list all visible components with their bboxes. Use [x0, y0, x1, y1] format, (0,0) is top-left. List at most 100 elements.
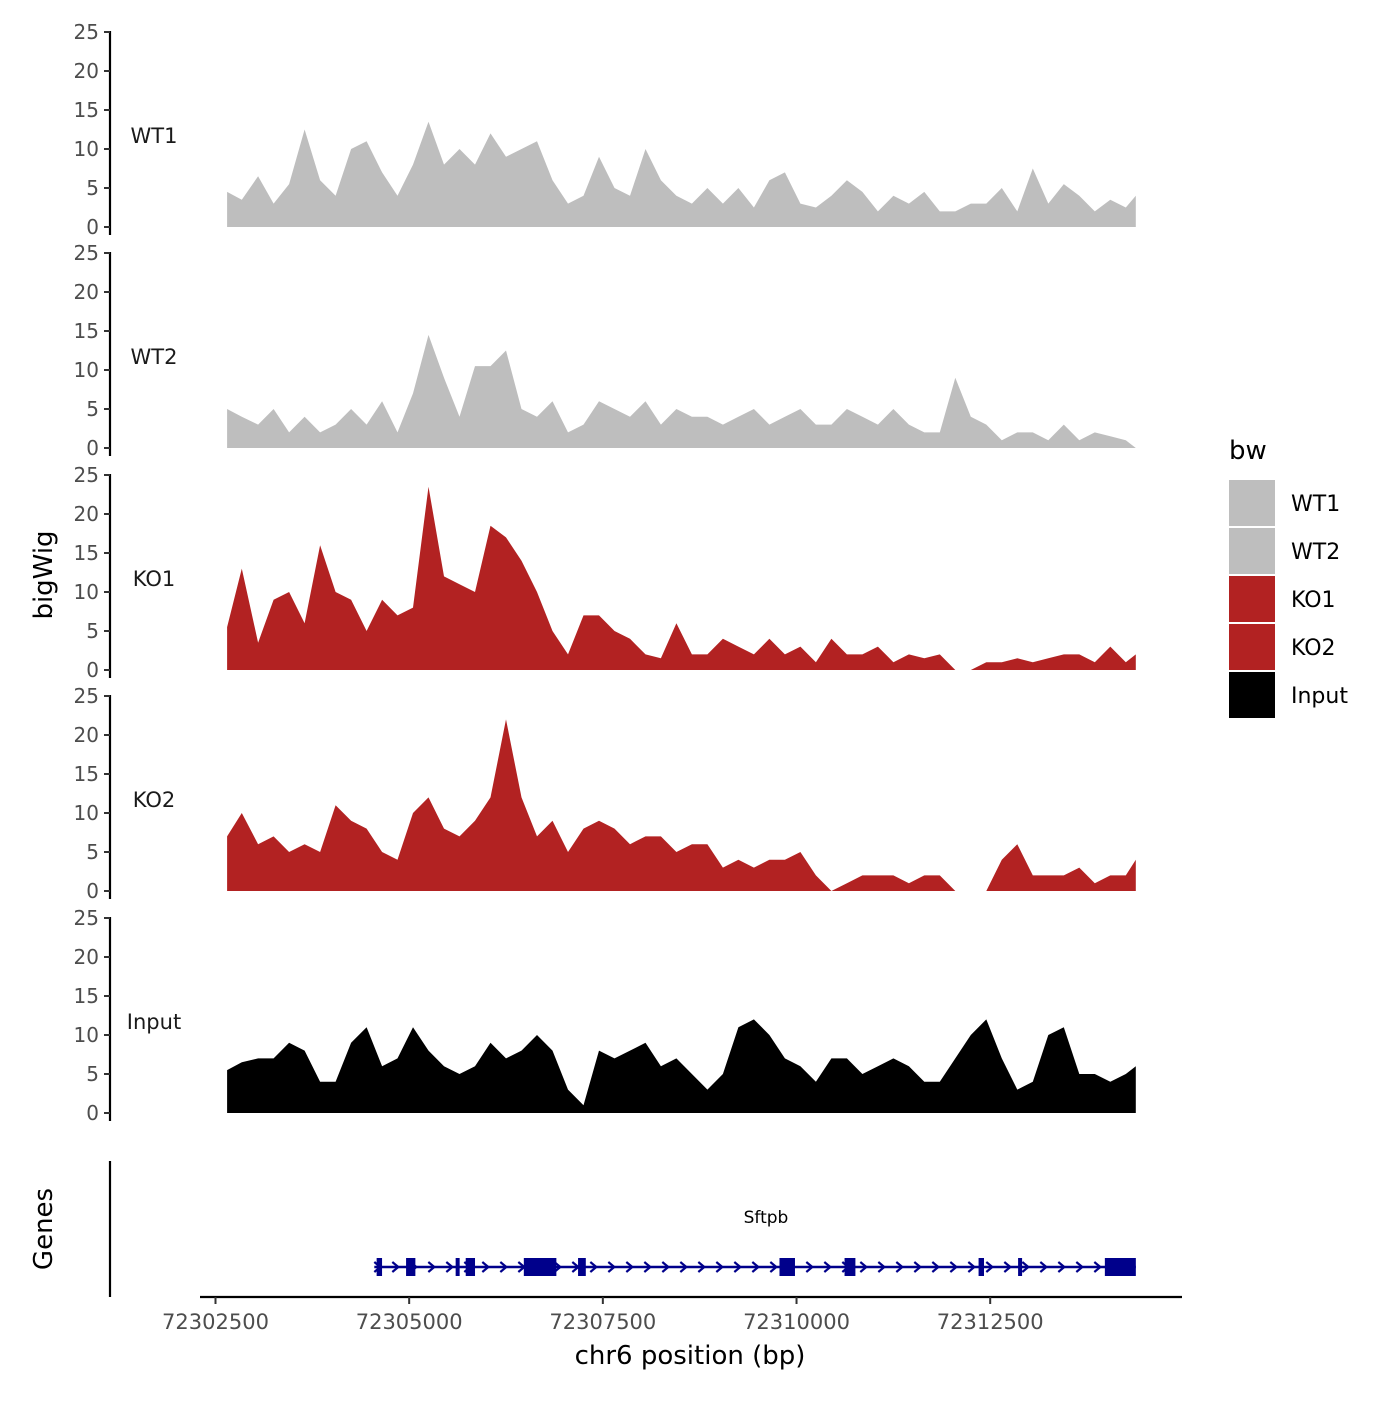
strand-arrow: [481, 1261, 491, 1273]
strand-arrow: [679, 1261, 689, 1273]
y-tick-label: 20: [74, 59, 99, 83]
y-tick-label: 0: [86, 658, 99, 682]
area-wt2: [227, 334, 1136, 448]
strand-arrow: [643, 1261, 653, 1273]
legend-swatch-wt1: [1229, 480, 1275, 526]
y-axis-title: bigWig: [29, 530, 59, 619]
legend-swatch-ko2: [1229, 624, 1275, 670]
y-tick-label: 10: [74, 801, 99, 825]
strand-arrow: [625, 1261, 635, 1273]
strand-arrow: [985, 1261, 995, 1273]
y-tick-label: 20: [74, 945, 99, 969]
y-tick-label: 20: [74, 280, 99, 304]
strand-arrow: [913, 1261, 923, 1273]
y-tick-label: 15: [74, 984, 99, 1008]
legend-label-ko2: KO2: [1291, 636, 1336, 661]
legend-label-wt2: WT2: [1291, 540, 1340, 565]
y-tick-label: 10: [74, 358, 99, 382]
track-ko2: 0 5 10 15 20 25 KO2: [74, 684, 1136, 903]
gene-exon: [455, 1258, 460, 1276]
x-axis-title: chr6 position (bp): [575, 1341, 806, 1371]
strand-arrow: [499, 1261, 509, 1273]
strand-arrow: [1039, 1261, 1049, 1273]
gene-exon: [1018, 1258, 1023, 1276]
strand-arrow: [697, 1261, 707, 1273]
track-label-ko1: KO1: [133, 567, 176, 591]
strand-arrow: [715, 1261, 725, 1273]
strand-arrow: [589, 1261, 599, 1273]
area-wt1: [227, 121, 1136, 227]
strand-arrow: [427, 1261, 437, 1273]
track-label-wt1: WT1: [131, 124, 178, 148]
strand-arrow: [607, 1261, 617, 1273]
x-tick-label: 72310000: [743, 1310, 850, 1334]
strand-arrow: [823, 1261, 833, 1273]
strand-arrow: [1057, 1261, 1067, 1273]
gene-exon: [1104, 1258, 1136, 1276]
gene-exon: [406, 1258, 416, 1276]
track-ko1: 0 5 10 15 20 25 KO1: [74, 463, 1136, 682]
y-tick-label: 15: [74, 98, 99, 122]
strand-arrow: [769, 1261, 779, 1273]
strand-arrow: [751, 1261, 761, 1273]
legend-title: bw: [1229, 436, 1267, 466]
x-tick-label: 72307500: [549, 1310, 656, 1334]
gene-exon: [465, 1258, 476, 1276]
legend-swatch-input: [1229, 672, 1275, 718]
legend-label-wt1: WT1: [1291, 492, 1340, 517]
track-panels: 0 5 10 15 20 25 WT1 0 5 10 15 20 25 WT2 0 5 10 15 20 25 KO1 0…: [74, 20, 1136, 1125]
strand-arrow: [1075, 1261, 1085, 1273]
strand-arrow: [877, 1261, 887, 1273]
y-tick-label: 25: [74, 463, 99, 487]
strand-arrow: [859, 1261, 869, 1273]
area-input: [227, 1019, 1136, 1113]
legend-swatch-wt2: [1229, 528, 1275, 574]
y-tick-label: 5: [86, 840, 99, 864]
y-tick-label: 25: [74, 684, 99, 708]
y-tick-label: 5: [86, 176, 99, 200]
legend-swatch-ko1: [1229, 576, 1275, 622]
track-wt1: 0 5 10 15 20 25 WT1: [74, 20, 1136, 239]
area-ko1: [227, 486, 1136, 670]
y-tick-label: 25: [74, 241, 99, 265]
y-tick-label: 5: [86, 397, 99, 421]
gene-exon: [844, 1258, 856, 1276]
track-label-ko2: KO2: [133, 788, 176, 812]
strand-arrow: [445, 1261, 455, 1273]
strand-arrow: [805, 1261, 815, 1273]
y-tick-label: 0: [86, 1101, 99, 1125]
genes-panel: 72302500 72305000 72307500 72310000 72312500…: [108, 1161, 1182, 1334]
area-ko2: [227, 719, 1136, 891]
y-tick-label: 20: [74, 502, 99, 526]
y-tick-label: 5: [86, 1062, 99, 1086]
gene-exon: [578, 1258, 586, 1276]
y-tick-label: 15: [74, 541, 99, 565]
genes-axis-title: Genes: [29, 1188, 59, 1270]
strand-arrow: [1003, 1261, 1013, 1273]
gene-exon: [779, 1258, 795, 1276]
y-tick-label: 15: [74, 319, 99, 343]
y-tick-label: 25: [74, 906, 99, 930]
strand-arrow: [949, 1261, 959, 1273]
track-label-wt2: WT2: [131, 345, 178, 369]
gene-exon: [523, 1258, 557, 1276]
strand-arrow: [1021, 1261, 1031, 1273]
strand-arrow: [391, 1261, 401, 1273]
x-tick-label: 72312500: [937, 1310, 1044, 1334]
track-input: 0 5 10 15 20 25 Input: [74, 906, 1136, 1125]
y-tick-label: 20: [74, 723, 99, 747]
track-label-input: Input: [127, 1010, 181, 1034]
y-tick-label: 0: [86, 215, 99, 239]
y-tick-label: 15: [74, 762, 99, 786]
strand-arrow: [931, 1261, 941, 1273]
y-tick-label: 10: [74, 137, 99, 161]
legend-label-ko1: KO1: [1291, 588, 1336, 613]
strand-arrow: [967, 1261, 977, 1273]
y-tick-label: 0: [86, 436, 99, 460]
gene-name-label: Sftpb: [744, 1208, 789, 1228]
strand-arrow: [661, 1261, 671, 1273]
strand-arrow: [1093, 1261, 1103, 1273]
gene-exon: [978, 1258, 984, 1276]
